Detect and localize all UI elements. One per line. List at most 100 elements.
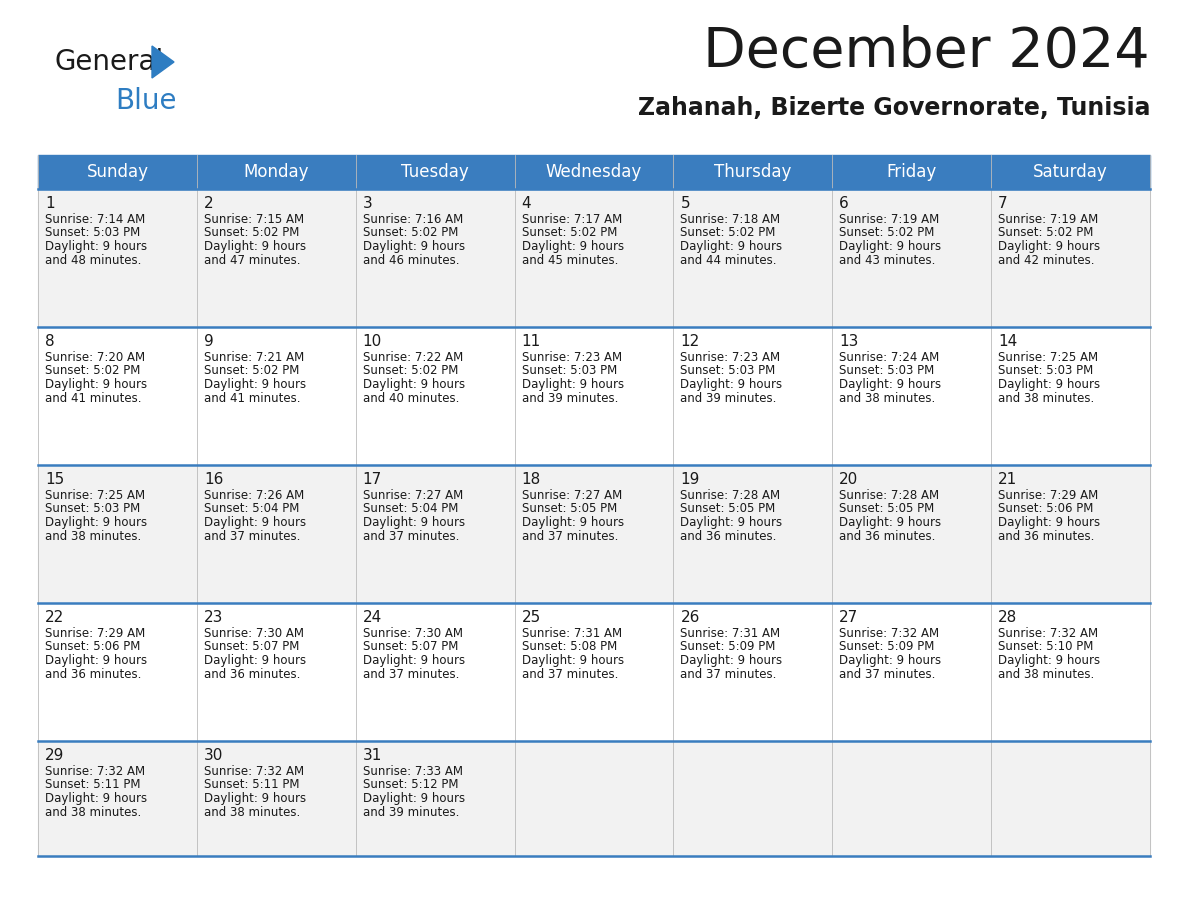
Text: 22: 22 xyxy=(45,610,64,625)
Text: Sunset: 5:09 PM: Sunset: 5:09 PM xyxy=(681,641,776,654)
Text: Sunset: 5:02 PM: Sunset: 5:02 PM xyxy=(681,227,776,240)
Text: and 37 minutes.: and 37 minutes. xyxy=(681,667,777,680)
Text: 8: 8 xyxy=(45,334,55,349)
Text: and 42 minutes.: and 42 minutes. xyxy=(998,253,1094,266)
Text: 31: 31 xyxy=(362,748,383,763)
Text: and 38 minutes.: and 38 minutes. xyxy=(204,805,301,819)
Text: 23: 23 xyxy=(204,610,223,625)
Text: Sunset: 5:02 PM: Sunset: 5:02 PM xyxy=(839,227,935,240)
Text: Sunset: 5:03 PM: Sunset: 5:03 PM xyxy=(839,364,935,377)
Bar xyxy=(38,155,1150,189)
Text: and 36 minutes.: and 36 minutes. xyxy=(204,667,301,680)
Text: Sunset: 5:05 PM: Sunset: 5:05 PM xyxy=(839,502,935,516)
Text: Sunset: 5:04 PM: Sunset: 5:04 PM xyxy=(362,502,459,516)
Text: Sunrise: 7:18 AM: Sunrise: 7:18 AM xyxy=(681,213,781,226)
Text: Sunset: 5:02 PM: Sunset: 5:02 PM xyxy=(998,227,1093,240)
Text: Sunrise: 7:32 AM: Sunrise: 7:32 AM xyxy=(998,627,1098,640)
Text: Sunrise: 7:14 AM: Sunrise: 7:14 AM xyxy=(45,213,145,226)
Text: Daylight: 9 hours: Daylight: 9 hours xyxy=(839,240,941,253)
Bar xyxy=(38,603,1150,741)
Text: Daylight: 9 hours: Daylight: 9 hours xyxy=(998,516,1100,529)
Text: Daylight: 9 hours: Daylight: 9 hours xyxy=(362,792,465,805)
Text: Sunset: 5:03 PM: Sunset: 5:03 PM xyxy=(998,364,1093,377)
Text: Sunset: 5:09 PM: Sunset: 5:09 PM xyxy=(839,641,935,654)
Text: and 45 minutes.: and 45 minutes. xyxy=(522,253,618,266)
Text: and 41 minutes.: and 41 minutes. xyxy=(204,391,301,405)
Text: Daylight: 9 hours: Daylight: 9 hours xyxy=(45,378,147,391)
Text: Sunset: 5:02 PM: Sunset: 5:02 PM xyxy=(45,364,140,377)
Text: and 36 minutes.: and 36 minutes. xyxy=(45,667,141,680)
Text: and 38 minutes.: and 38 minutes. xyxy=(839,391,935,405)
Text: Daylight: 9 hours: Daylight: 9 hours xyxy=(522,378,624,391)
Text: Daylight: 9 hours: Daylight: 9 hours xyxy=(839,516,941,529)
Text: Sunset: 5:11 PM: Sunset: 5:11 PM xyxy=(204,778,299,791)
Text: Daylight: 9 hours: Daylight: 9 hours xyxy=(204,378,307,391)
Text: Daylight: 9 hours: Daylight: 9 hours xyxy=(522,654,624,667)
Text: Daylight: 9 hours: Daylight: 9 hours xyxy=(45,654,147,667)
Text: Sunset: 5:10 PM: Sunset: 5:10 PM xyxy=(998,641,1093,654)
Text: Daylight: 9 hours: Daylight: 9 hours xyxy=(522,240,624,253)
Text: Sunset: 5:05 PM: Sunset: 5:05 PM xyxy=(681,502,776,516)
Text: Daylight: 9 hours: Daylight: 9 hours xyxy=(362,240,465,253)
Text: and 37 minutes.: and 37 minutes. xyxy=(522,667,618,680)
Text: 12: 12 xyxy=(681,334,700,349)
Text: Sunset: 5:03 PM: Sunset: 5:03 PM xyxy=(45,502,140,516)
Text: Sunrise: 7:28 AM: Sunrise: 7:28 AM xyxy=(681,489,781,502)
Text: 1: 1 xyxy=(45,196,55,211)
Text: Daylight: 9 hours: Daylight: 9 hours xyxy=(681,654,783,667)
Text: Sunrise: 7:20 AM: Sunrise: 7:20 AM xyxy=(45,351,145,364)
Text: Sunrise: 7:23 AM: Sunrise: 7:23 AM xyxy=(522,351,621,364)
Text: 17: 17 xyxy=(362,472,383,487)
Text: Sunrise: 7:33 AM: Sunrise: 7:33 AM xyxy=(362,765,462,778)
Text: and 44 minutes.: and 44 minutes. xyxy=(681,253,777,266)
Text: 25: 25 xyxy=(522,610,541,625)
Text: 24: 24 xyxy=(362,610,383,625)
Text: Friday: Friday xyxy=(886,163,937,181)
Text: and 38 minutes.: and 38 minutes. xyxy=(998,391,1094,405)
Text: Daylight: 9 hours: Daylight: 9 hours xyxy=(204,792,307,805)
Text: and 41 minutes.: and 41 minutes. xyxy=(45,391,141,405)
Text: General: General xyxy=(55,48,164,76)
Text: 27: 27 xyxy=(839,610,859,625)
Text: 20: 20 xyxy=(839,472,859,487)
Text: Daylight: 9 hours: Daylight: 9 hours xyxy=(204,654,307,667)
Text: and 36 minutes.: and 36 minutes. xyxy=(839,530,936,543)
Text: and 43 minutes.: and 43 minutes. xyxy=(839,253,936,266)
Text: Sunset: 5:12 PM: Sunset: 5:12 PM xyxy=(362,778,459,791)
Text: Thursday: Thursday xyxy=(714,163,791,181)
Text: Sunrise: 7:19 AM: Sunrise: 7:19 AM xyxy=(998,213,1099,226)
Text: Daylight: 9 hours: Daylight: 9 hours xyxy=(681,378,783,391)
Text: Sunrise: 7:26 AM: Sunrise: 7:26 AM xyxy=(204,489,304,502)
Text: 30: 30 xyxy=(204,748,223,763)
Text: Sunrise: 7:29 AM: Sunrise: 7:29 AM xyxy=(45,627,145,640)
Text: 9: 9 xyxy=(204,334,214,349)
Text: 6: 6 xyxy=(839,196,849,211)
Text: Monday: Monday xyxy=(244,163,309,181)
Text: Sunrise: 7:24 AM: Sunrise: 7:24 AM xyxy=(839,351,940,364)
Text: Daylight: 9 hours: Daylight: 9 hours xyxy=(522,516,624,529)
Text: Sunrise: 7:28 AM: Sunrise: 7:28 AM xyxy=(839,489,940,502)
Text: Daylight: 9 hours: Daylight: 9 hours xyxy=(362,654,465,667)
Text: 18: 18 xyxy=(522,472,541,487)
Text: 7: 7 xyxy=(998,196,1007,211)
Text: 13: 13 xyxy=(839,334,859,349)
Text: 16: 16 xyxy=(204,472,223,487)
Text: Sunset: 5:05 PM: Sunset: 5:05 PM xyxy=(522,502,617,516)
Text: 10: 10 xyxy=(362,334,383,349)
Text: Daylight: 9 hours: Daylight: 9 hours xyxy=(204,240,307,253)
Text: Sunset: 5:02 PM: Sunset: 5:02 PM xyxy=(204,364,299,377)
Text: Sunrise: 7:29 AM: Sunrise: 7:29 AM xyxy=(998,489,1099,502)
Text: and 36 minutes.: and 36 minutes. xyxy=(998,530,1094,543)
Bar xyxy=(38,465,1150,603)
Text: Daylight: 9 hours: Daylight: 9 hours xyxy=(681,516,783,529)
Text: Sunset: 5:02 PM: Sunset: 5:02 PM xyxy=(522,227,617,240)
Text: and 37 minutes.: and 37 minutes. xyxy=(362,667,459,680)
Text: Sunrise: 7:32 AM: Sunrise: 7:32 AM xyxy=(839,627,940,640)
Text: Tuesday: Tuesday xyxy=(402,163,469,181)
Text: Daylight: 9 hours: Daylight: 9 hours xyxy=(839,378,941,391)
Bar xyxy=(38,327,1150,465)
Text: Sunset: 5:02 PM: Sunset: 5:02 PM xyxy=(362,364,459,377)
Text: and 37 minutes.: and 37 minutes. xyxy=(362,530,459,543)
Text: Sunrise: 7:32 AM: Sunrise: 7:32 AM xyxy=(204,765,304,778)
Text: 26: 26 xyxy=(681,610,700,625)
